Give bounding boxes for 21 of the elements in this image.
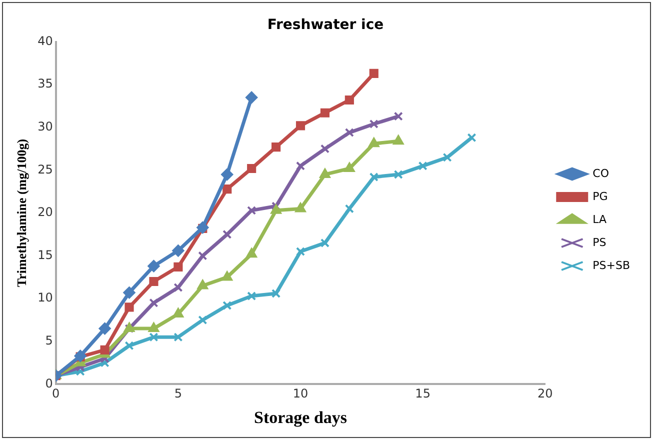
chart-title: Freshwater ice [267,17,384,34]
legend-label: PS+SB [592,258,630,272]
y-tick-label: 40 [38,34,53,48]
legend-label: PG [592,190,608,203]
y-tick-label: 20 [38,205,53,220]
y-tick-label: 15 [38,248,53,262]
legend-label: PS [592,236,606,249]
y-tick-label: 30 [38,120,53,134]
y-tick-label: 0 [45,376,53,390]
x-tick-label: 10 [292,386,308,401]
legend-label: LA [592,212,608,226]
y-tick-label: 25 [38,162,53,176]
y-axis-title: Trimethylamine (mg/100g) [14,138,30,288]
x-axis-title: Storage days [254,408,348,428]
legend-label: CO [592,166,610,180]
x-tick-label: 20 [538,386,553,401]
x-tick-label: 5 [174,386,182,401]
y-tick-label: 35 [38,76,53,91]
x-tick-label: 15 [415,386,430,401]
y-tick-label: 10 [38,290,53,305]
y-tick-label: 5 [45,334,53,348]
